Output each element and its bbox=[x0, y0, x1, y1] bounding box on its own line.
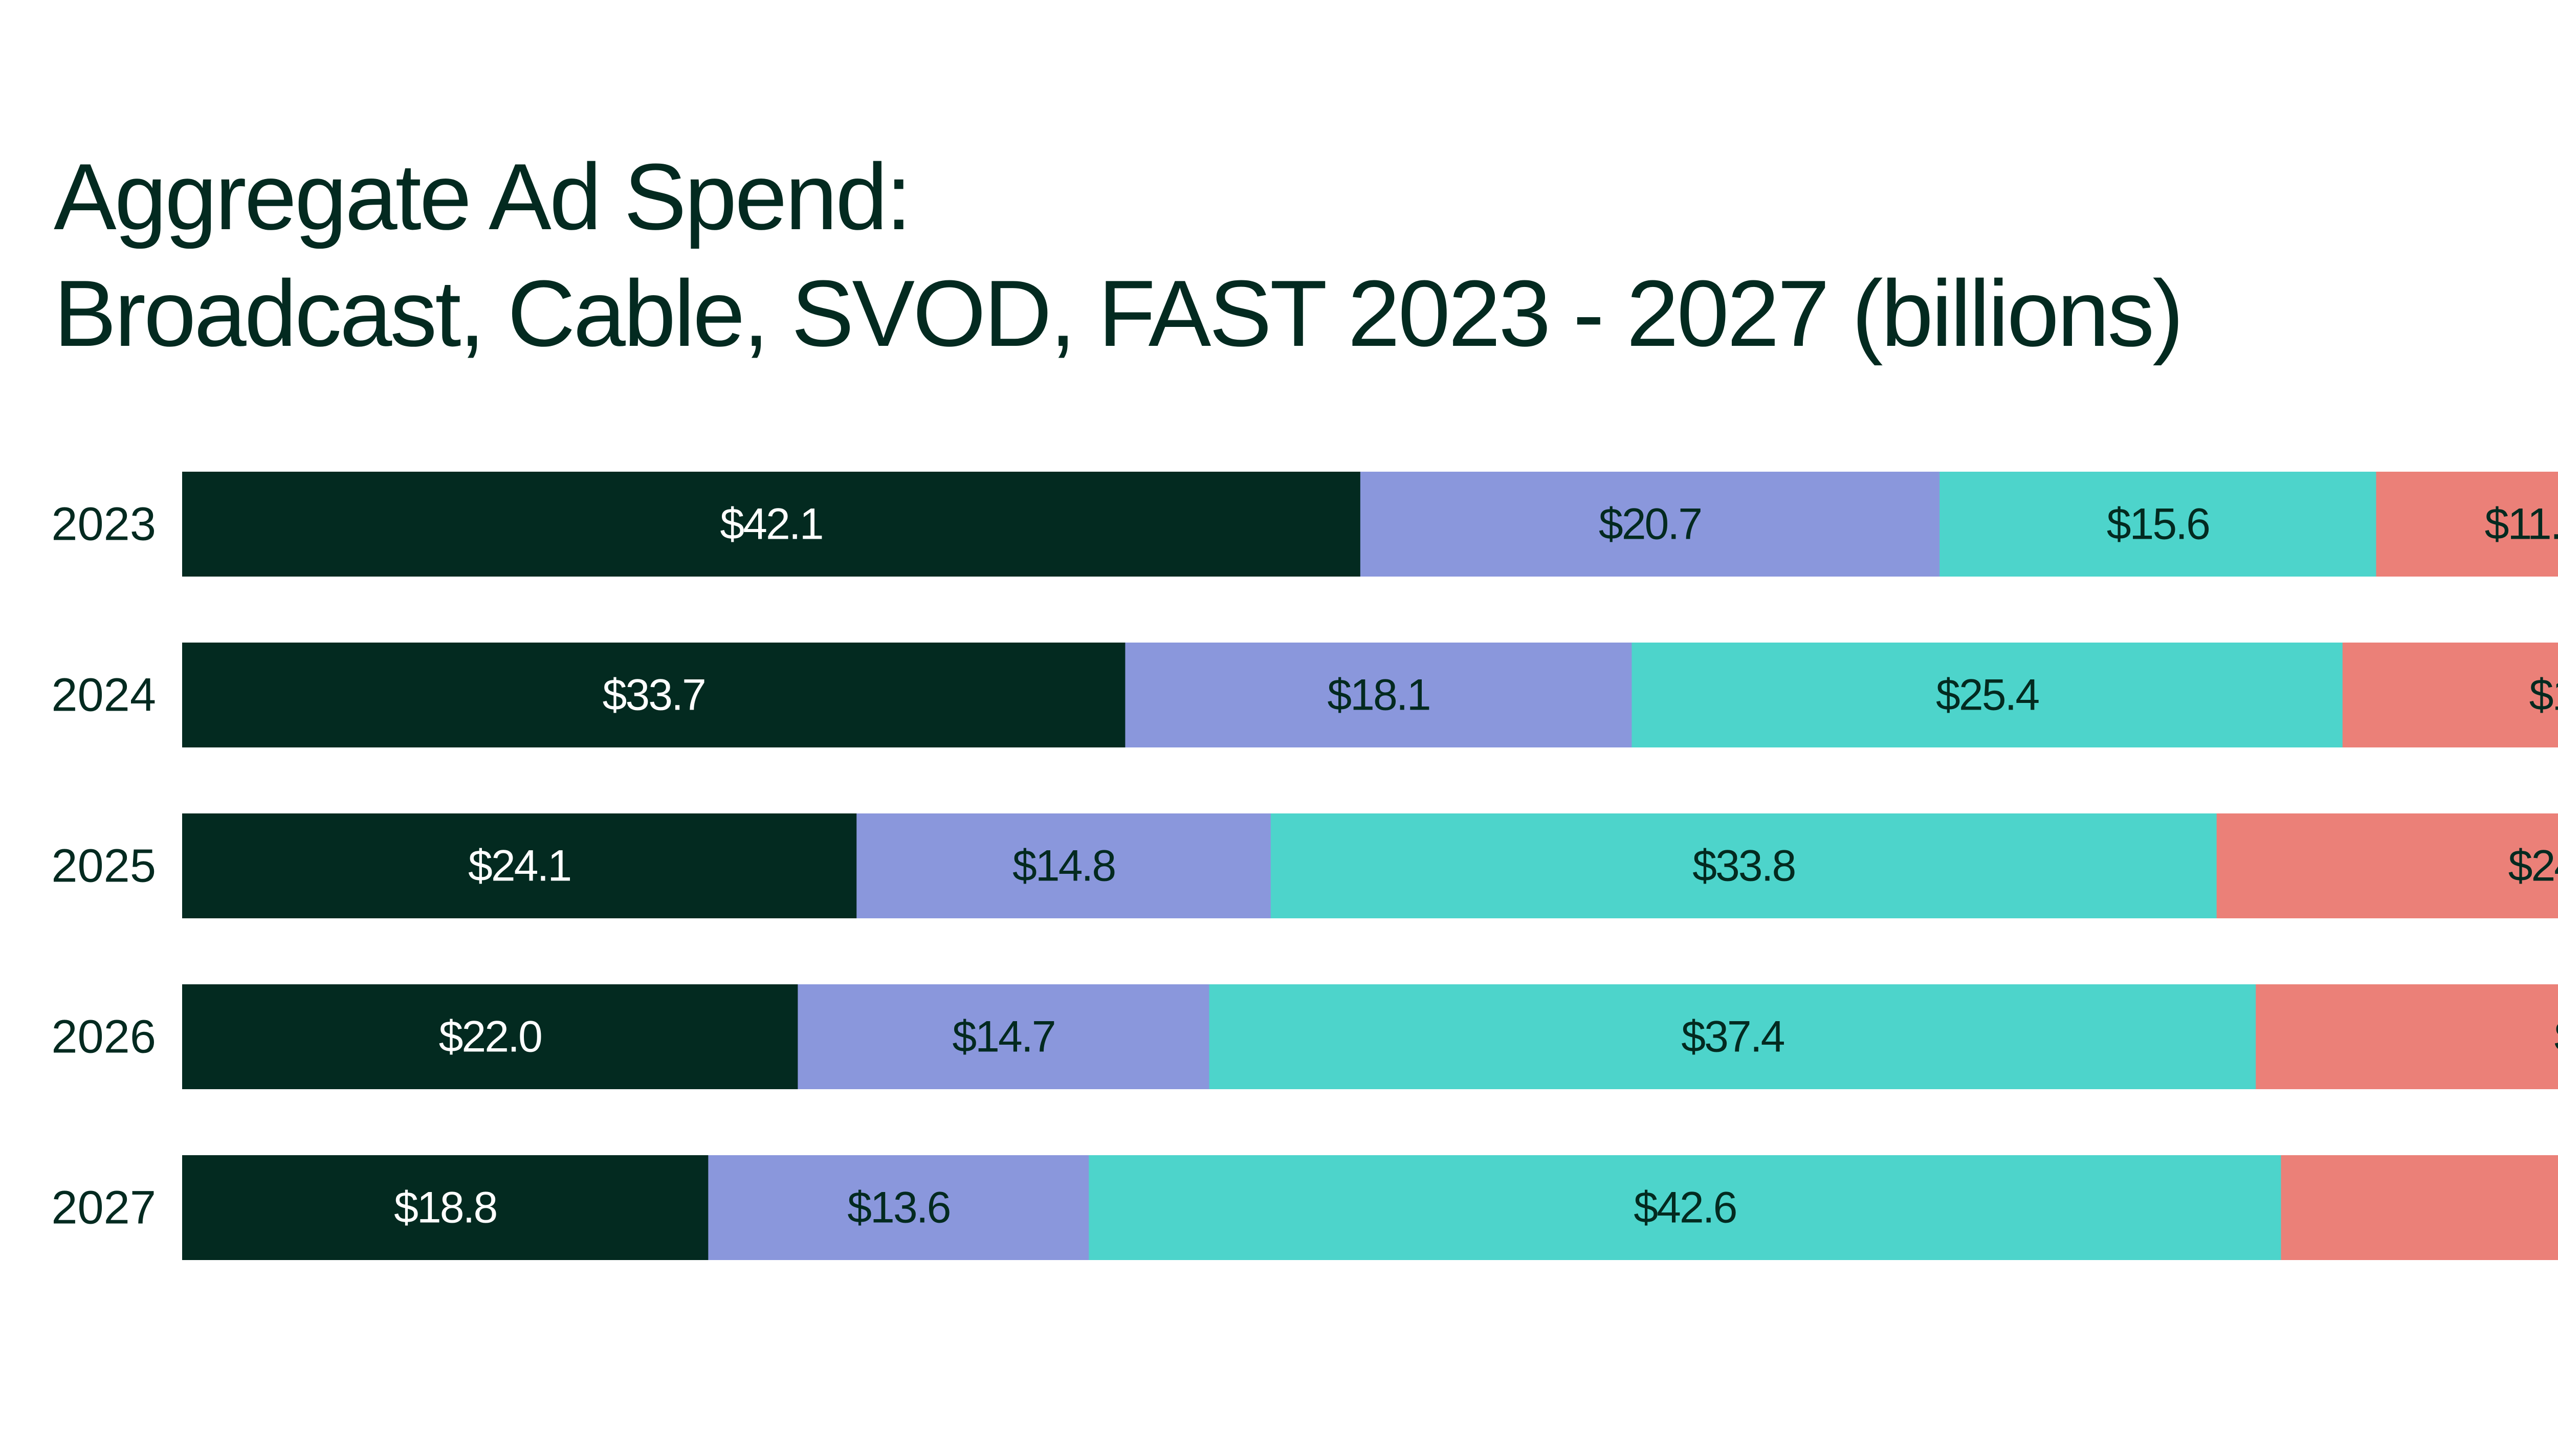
bar-broadcast-2026 bbox=[798, 984, 1209, 1089]
bars-group: 2023 $42.1 $20.7 $15.6 $11.3 2024 $33.7 $18.1 $2… bbox=[51, 472, 2558, 1260]
data-label-broadcast-2026: $14.7 bbox=[952, 1012, 1054, 1062]
bar-broadcast-2025 bbox=[856, 813, 1271, 918]
data-label-svod-2024: $17.0 bbox=[2529, 671, 2558, 720]
y-tick-label-2025: 2025 bbox=[51, 840, 156, 892]
data-label-cable-2023: $42.1 bbox=[720, 500, 822, 549]
bar-svod-2024 bbox=[2342, 643, 2558, 747]
data-label-svod-2023: $11.3 bbox=[2485, 500, 2558, 549]
data-label-svod-2026: $25.0 bbox=[2554, 1012, 2558, 1062]
data-label-cable-2024: $33.7 bbox=[603, 671, 705, 720]
bar-fast-2025 bbox=[1270, 813, 2217, 918]
data-label-broadcast-2023: $20.7 bbox=[1599, 500, 1701, 549]
bar-svod-2027 bbox=[2281, 1155, 2558, 1260]
data-label-cable-2026: $22.0 bbox=[439, 1012, 541, 1062]
bar-fast-2027 bbox=[1089, 1155, 2281, 1260]
data-label-fast-2026: $37.4 bbox=[1681, 1012, 1784, 1062]
data-label-broadcast-2025: $14.8 bbox=[1012, 842, 1115, 891]
bar-broadcast-2024 bbox=[1125, 643, 1632, 747]
data-label-fast-2024: $25.4 bbox=[1936, 671, 2039, 720]
y-tick-label-2027: 2027 bbox=[51, 1182, 156, 1234]
chart-title-line-1: Aggregate Ad Spend: bbox=[54, 144, 912, 249]
bar-svod-2026 bbox=[2256, 984, 2558, 1089]
y-tick-label-2023: 2023 bbox=[51, 498, 156, 550]
data-label-fast-2025: $33.8 bbox=[1692, 842, 1795, 891]
bar-svod-2023 bbox=[2376, 472, 2558, 577]
bar-svod-2025 bbox=[2216, 813, 2558, 918]
y-tick-label-2026: 2026 bbox=[51, 1011, 156, 1063]
bar-broadcast-2027 bbox=[708, 1155, 1089, 1260]
bar-cable-2026 bbox=[182, 984, 798, 1089]
data-label-fast-2023: $15.6 bbox=[2107, 500, 2209, 549]
bar-fast-2023 bbox=[1939, 472, 2376, 577]
data-label-svod-2025: $24.5 bbox=[2508, 842, 2558, 891]
bar-fast-2024 bbox=[1631, 643, 2343, 747]
bar-fast-2026 bbox=[1209, 984, 2256, 1089]
data-label-cable-2025: $24.1 bbox=[468, 842, 570, 891]
chart-title: Aggregate Ad Spend: Broadcast, Cable, SV… bbox=[54, 138, 2184, 371]
bar-cable-2027 bbox=[182, 1155, 709, 1260]
bar-cable-2024 bbox=[182, 643, 1126, 747]
data-label-fast-2027: $42.6 bbox=[1634, 1183, 1736, 1232]
data-label-cable-2027: $18.8 bbox=[394, 1183, 496, 1232]
bar-cable-2025 bbox=[182, 813, 857, 918]
bar-broadcast-2023 bbox=[1360, 472, 1940, 577]
y-tick-label-2024: 2024 bbox=[51, 669, 156, 721]
chart-title-line-2: Broadcast, Cable, SVOD, FAST 2023 - 2027… bbox=[54, 260, 2184, 366]
bar-cable-2023 bbox=[182, 472, 1361, 577]
data-label-broadcast-2027: $13.6 bbox=[847, 1183, 950, 1232]
data-label-broadcast-2024: $18.1 bbox=[1327, 671, 1429, 720]
